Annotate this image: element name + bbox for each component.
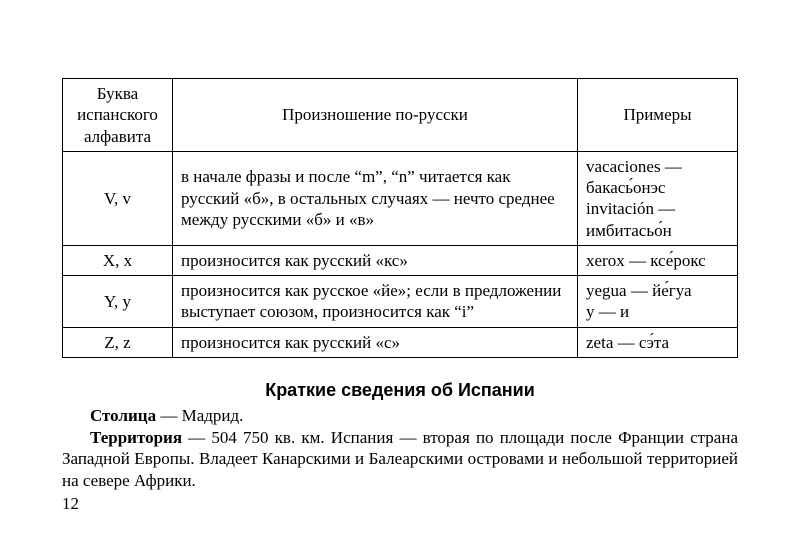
paragraph-capital: Столица — Мадрид. xyxy=(62,405,738,427)
page: Буква испанского алфавита Произношение п… xyxy=(0,0,800,551)
label-territory: Территория xyxy=(90,428,182,447)
cell-desc: произносится как русский «кс» xyxy=(173,245,578,275)
cell-desc: произносится как русский «с» xyxy=(173,327,578,357)
table-row: X, x произносится как русский «кс» xerox… xyxy=(63,245,738,275)
table-row: Y, y произносится как русское «йе»; если… xyxy=(63,276,738,328)
header-pronunciation: Произношение по-русски xyxy=(173,79,578,152)
cell-example: vacaciones — бакась́онэс invitación — им… xyxy=(578,151,738,245)
body-text: Столица — Мадрид. Территория — 504 750 к… xyxy=(62,405,738,492)
header-letter: Буква испанского алфавита xyxy=(63,79,173,152)
table-header-row: Буква испанского алфавита Произношение п… xyxy=(63,79,738,152)
pronunciation-table: Буква испанского алфавита Произношение п… xyxy=(62,78,738,358)
cell-letter: X, x xyxy=(63,245,173,275)
cell-desc: в начале фразы и после “m”, “n” читается… xyxy=(173,151,578,245)
table-row: V, v в начале фразы и после “m”, “n” чит… xyxy=(63,151,738,245)
label-capital: Столица xyxy=(90,406,156,425)
cell-letter: V, v xyxy=(63,151,173,245)
text-capital: — Мадрид. xyxy=(156,406,243,425)
cell-letter: Z, z xyxy=(63,327,173,357)
page-number: 12 xyxy=(62,494,738,514)
cell-desc: произносится как русское «йе»; если в пр… xyxy=(173,276,578,328)
cell-example: yegua — йе́гуа y — и xyxy=(578,276,738,328)
header-examples: Примеры xyxy=(578,79,738,152)
table-row: Z, z произносится как русский «с» zeta —… xyxy=(63,327,738,357)
cell-example: zeta — сэ́та xyxy=(578,327,738,357)
cell-letter: Y, y xyxy=(63,276,173,328)
section-title: Краткие сведения об Испании xyxy=(62,380,738,401)
cell-example: xerox — ксе́рокс xyxy=(578,245,738,275)
paragraph-territory: Территория — 504 750 кв. км. Испания — в… xyxy=(62,427,738,492)
